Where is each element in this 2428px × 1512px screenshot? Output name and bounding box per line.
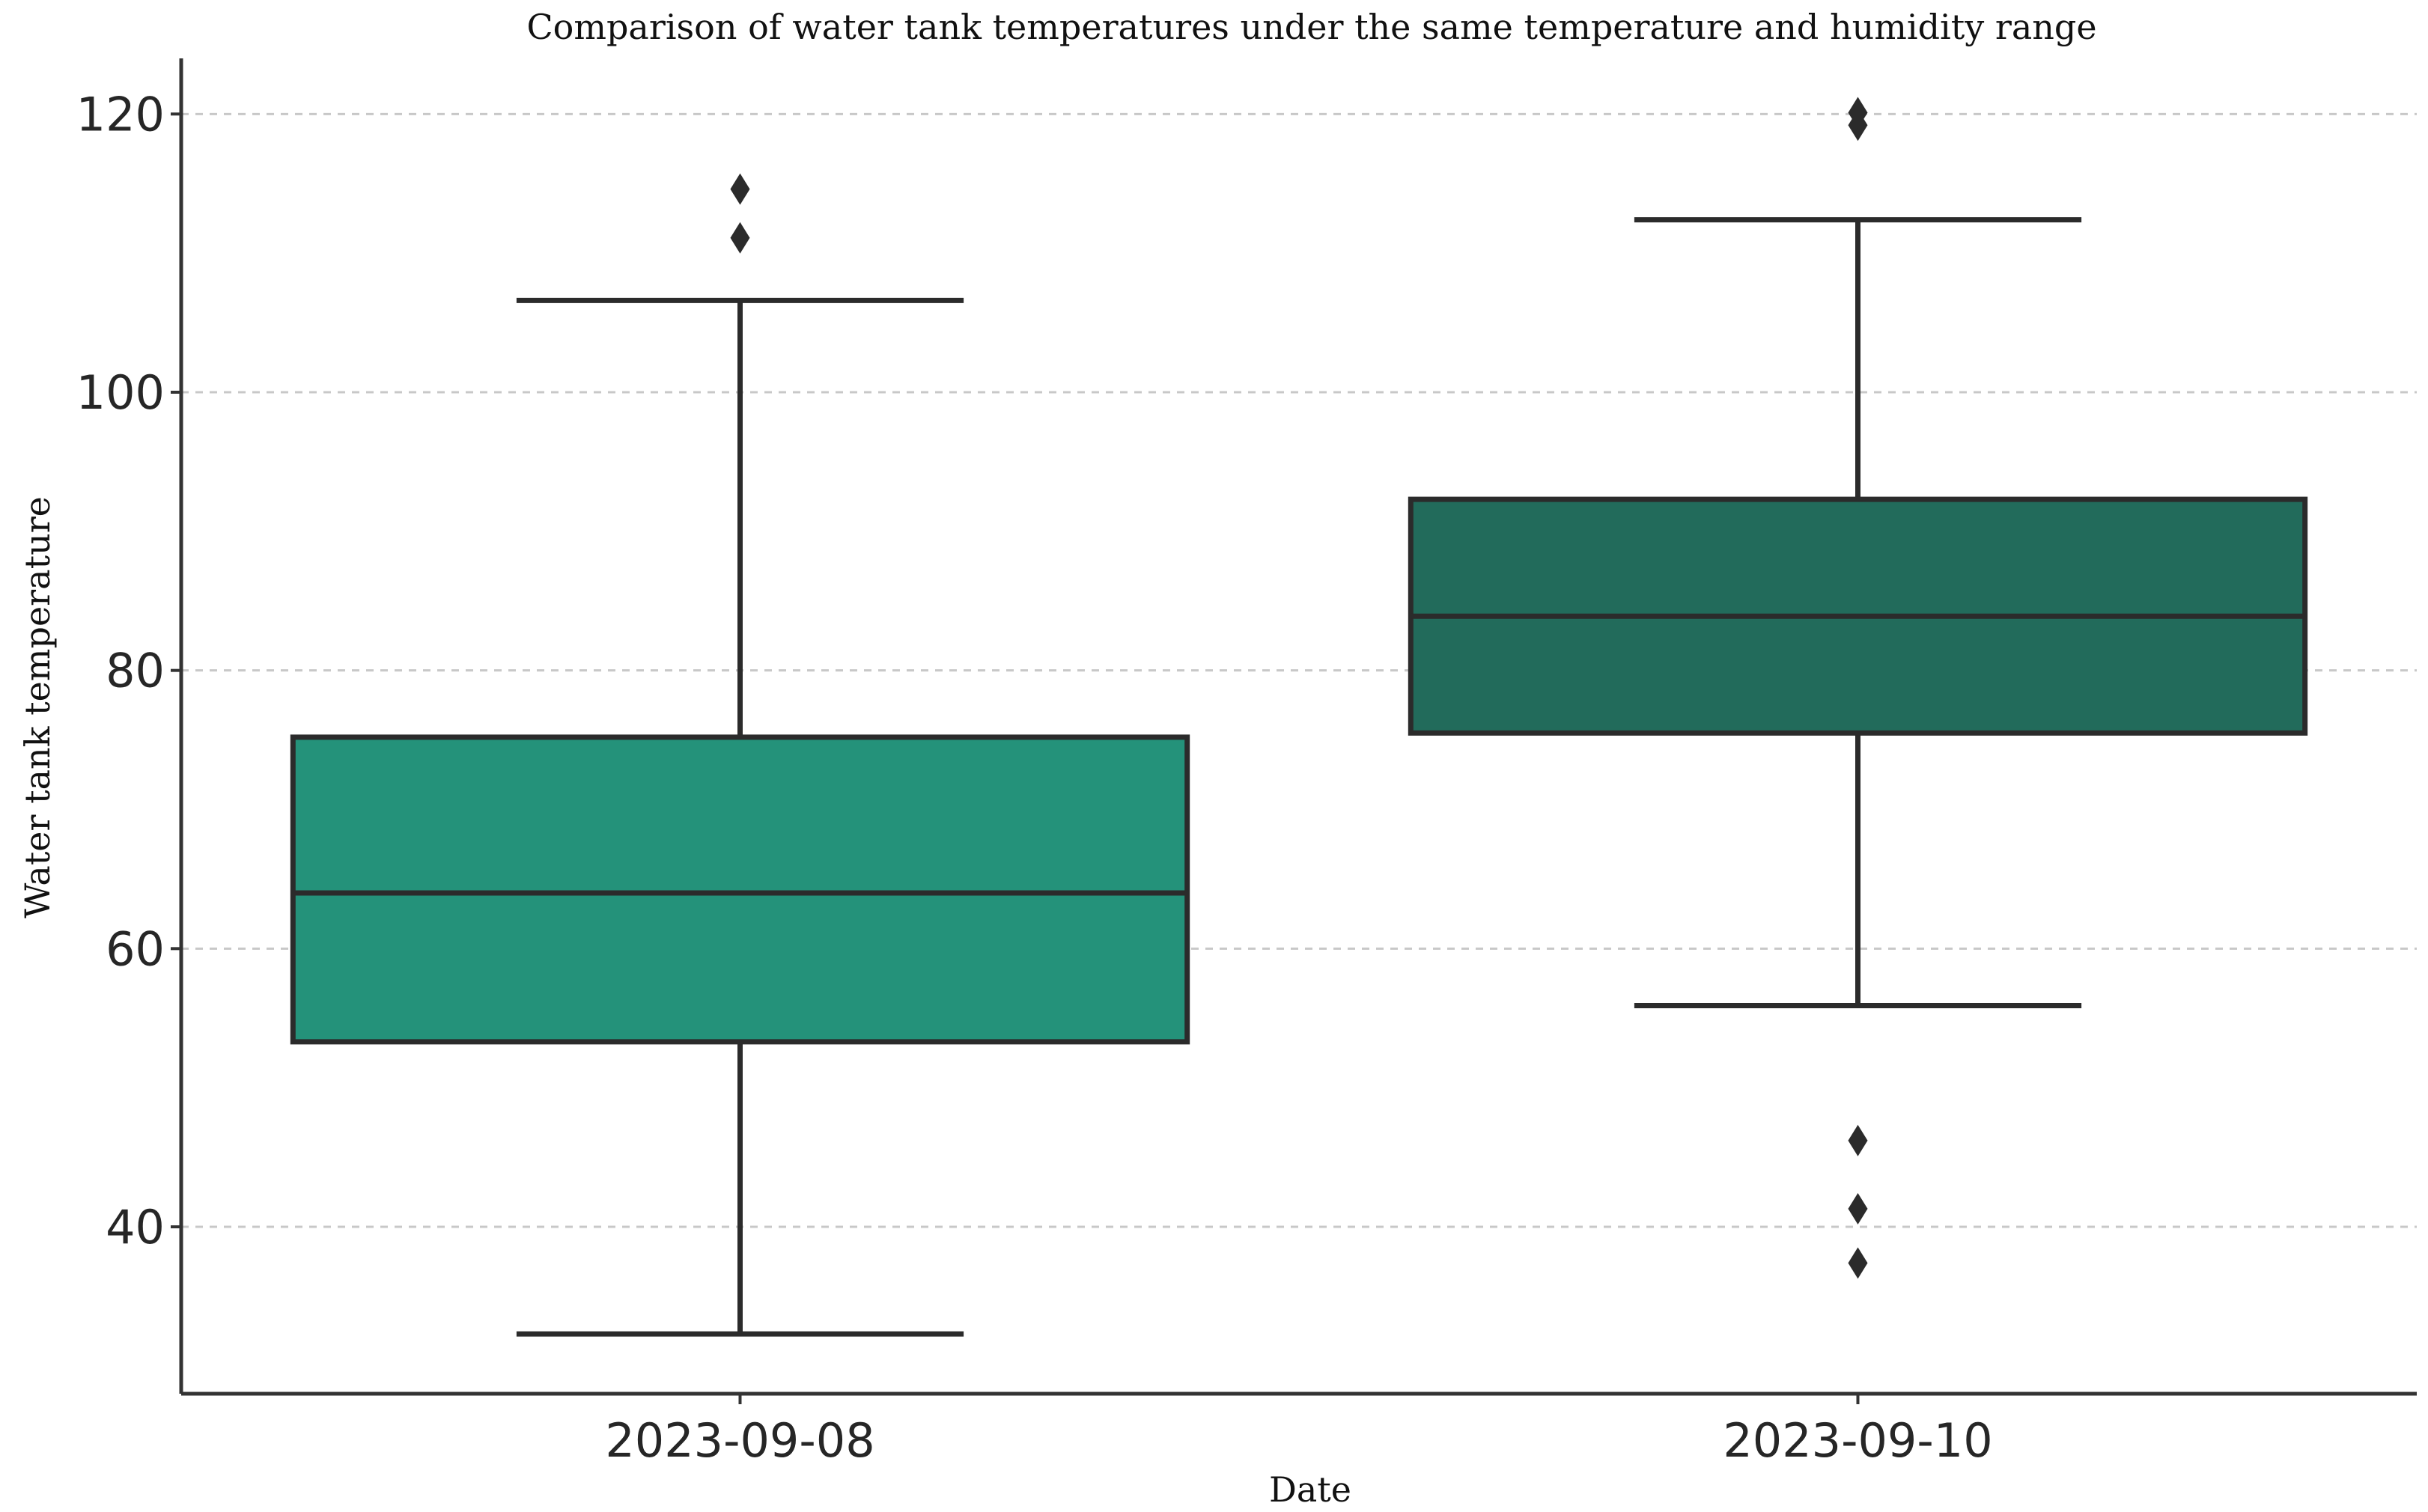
y-tick-label-80: 80 bbox=[106, 644, 165, 698]
outlier-point bbox=[1848, 1124, 1868, 1156]
box-group-2023-09-08 bbox=[290, 173, 1190, 1337]
chart-title: Comparison of water tank temperatures un… bbox=[526, 7, 2096, 47]
box-group-2023-09-10 bbox=[1408, 97, 2308, 1279]
y-axis-ticks: 40 60 80 100 120 bbox=[76, 87, 181, 1255]
y-axis-label: Water tank temperature bbox=[17, 496, 58, 918]
x-tick-label-2023-09-08: 2023-09-08 bbox=[605, 1413, 874, 1468]
outlier-point bbox=[730, 222, 750, 254]
axes bbox=[179, 58, 2417, 1396]
boxes bbox=[290, 97, 2308, 1337]
y-tick-label-60: 60 bbox=[106, 921, 165, 976]
outlier-point bbox=[730, 173, 750, 205]
outlier-point bbox=[1848, 1247, 1868, 1279]
x-tick-label-2023-09-10: 2023-09-10 bbox=[1723, 1413, 1992, 1468]
outlier-point bbox=[1848, 97, 1868, 129]
iqr-box bbox=[290, 734, 1190, 1045]
x-axis-ticks: 2023-09-08 2023-09-10 bbox=[605, 1394, 1993, 1468]
x-axis-label: Date bbox=[1269, 1469, 1351, 1510]
outlier-point bbox=[1848, 1192, 1868, 1225]
y-tick-label-120: 120 bbox=[76, 87, 165, 141]
y-tick-label-40: 40 bbox=[106, 1200, 165, 1255]
y-tick-label-100: 100 bbox=[76, 365, 165, 420]
